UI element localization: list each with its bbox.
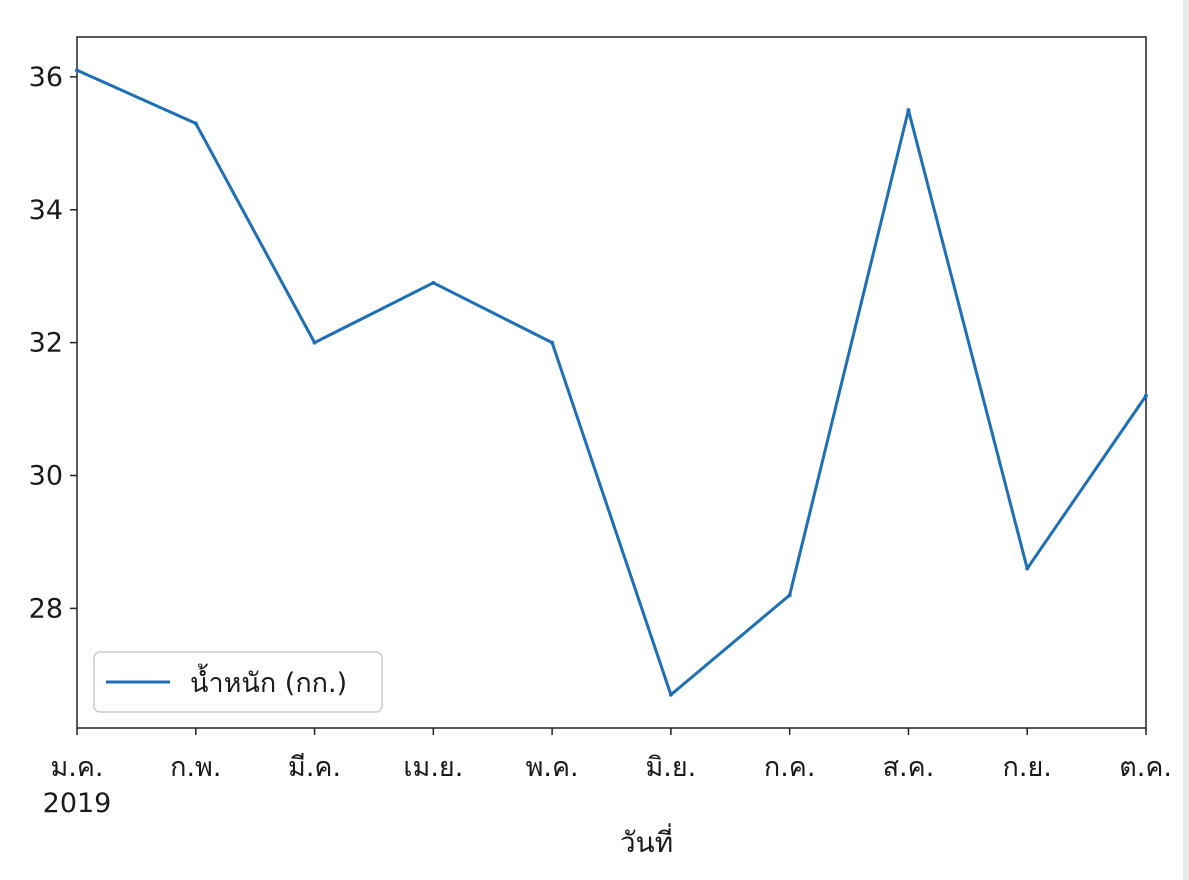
- x-tick-label: เม.ย.: [403, 752, 463, 783]
- x-tick-label: ส.ค.: [883, 752, 935, 783]
- legend: น้ำหนัก (กก.): [93, 651, 383, 713]
- x-tick-label: พ.ค.: [526, 752, 579, 783]
- data-point: [193, 121, 198, 126]
- x-tick-label: มี.ค.: [288, 752, 341, 783]
- data-point: [312, 340, 317, 345]
- x-tick-label: ก.ย.: [1003, 752, 1052, 783]
- data-point: [550, 340, 555, 345]
- series-line: [76, 68, 1148, 697]
- x-axis-title: วันที่: [620, 823, 673, 859]
- data-point: [1144, 393, 1148, 398]
- y-tick-label: 28: [29, 593, 63, 624]
- x-axis: ม.ค. ก.พ. มี.ค. เม.ย. พ.ค. มิ.ย. ก.ค. ส.ค. ก.ย. ต…: [50, 728, 1172, 783]
- y-tick-label: 30: [29, 461, 63, 492]
- legend-box: [93, 651, 383, 713]
- y-tick-label: 32: [29, 328, 63, 359]
- x-tick-label: ต.ค.: [1119, 752, 1172, 783]
- plot-area: [75, 36, 1148, 729]
- y-axis: 28 30 32 34 36: [29, 62, 77, 624]
- window-edge: [1183, 0, 1189, 880]
- data-point: [668, 692, 673, 697]
- data-point: [1025, 566, 1030, 571]
- data-point: [431, 280, 436, 285]
- legend-label: น้ำหนัก (กก.): [190, 663, 347, 699]
- y-tick-label: 34: [29, 195, 63, 226]
- data-point: [75, 68, 79, 73]
- data-point: [906, 108, 911, 113]
- x-axis-year-label: 2019: [43, 788, 112, 819]
- x-tick-label: ม.ค.: [50, 752, 103, 783]
- data-point: [787, 593, 792, 598]
- x-tick-label: ก.พ.: [170, 752, 221, 783]
- x-tick-label: มิ.ย.: [645, 752, 696, 783]
- plot-frame: [76, 36, 1147, 729]
- y-tick-label: 36: [29, 62, 63, 93]
- x-tick-label: ก.ค.: [764, 752, 816, 783]
